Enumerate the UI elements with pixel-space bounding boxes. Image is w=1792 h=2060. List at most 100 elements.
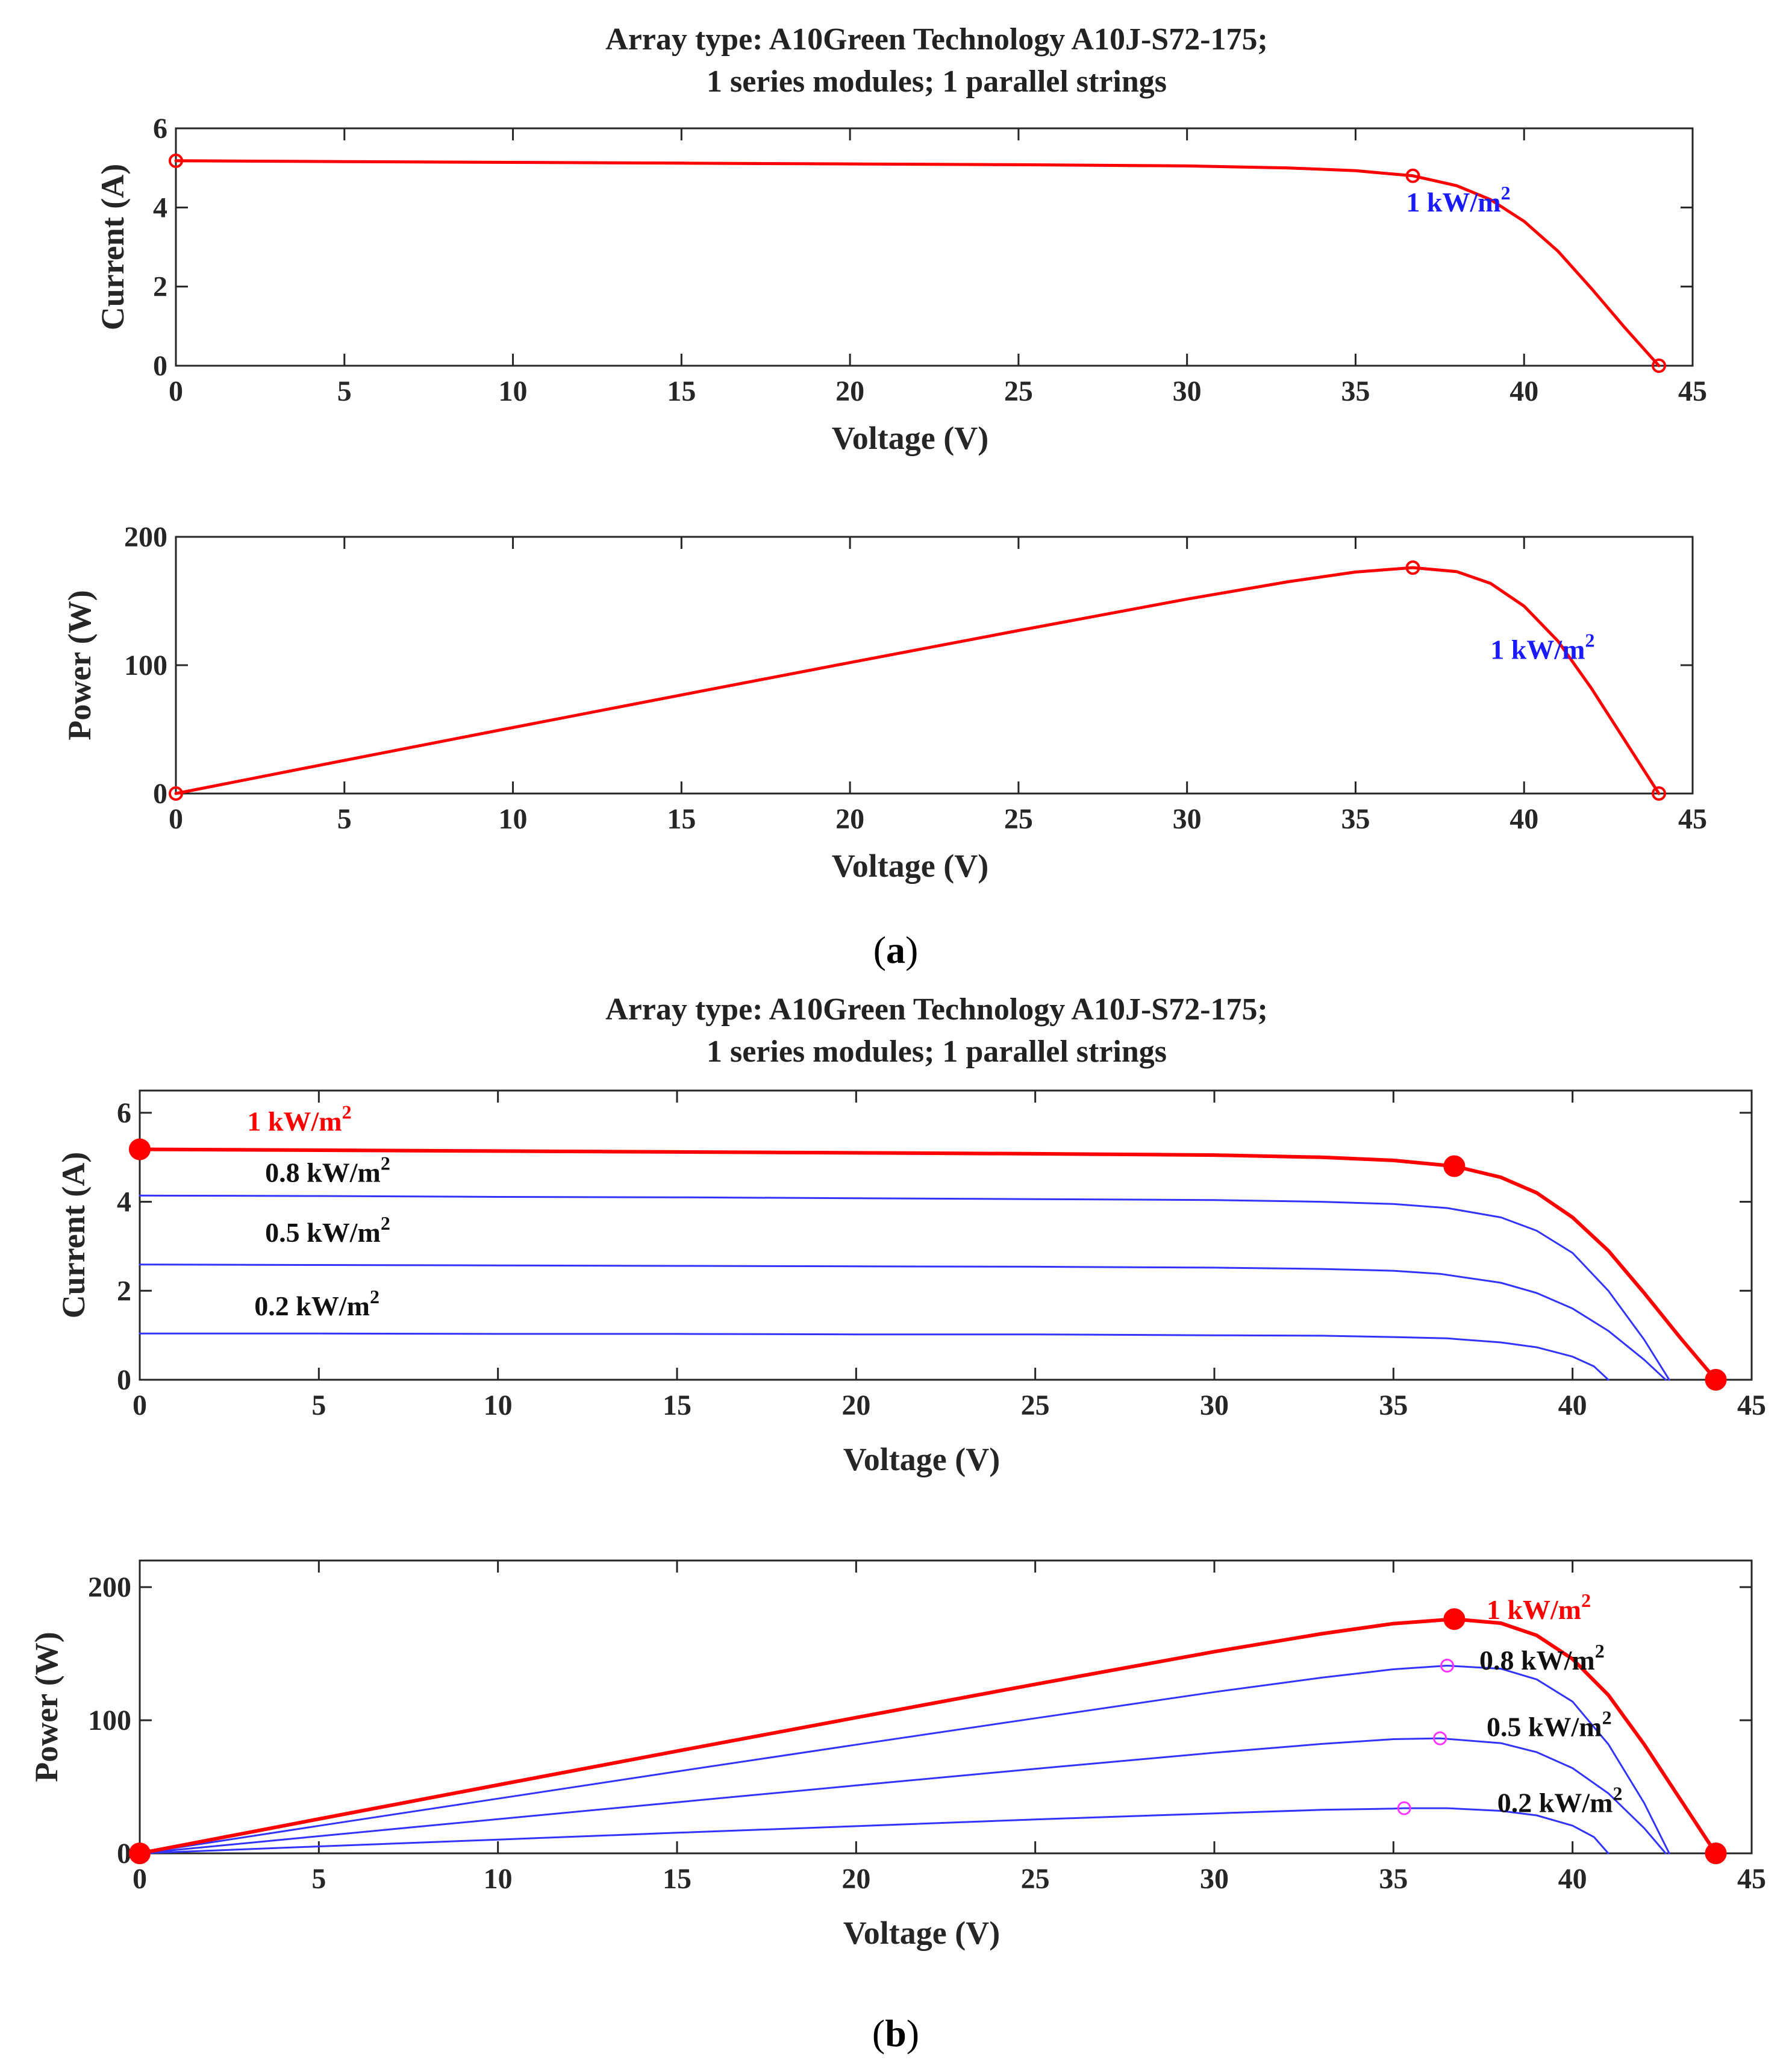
series-label-text: 1 kW/m (1406, 187, 1500, 218)
x-tick-label: 35 (1379, 1863, 1408, 1895)
x-tick-label: 30 (1173, 803, 1202, 835)
series-label-superscript: 2 (381, 1152, 390, 1174)
series-label-text: 0.5 kW/m (1487, 1712, 1602, 1742)
axes-frame (139, 1559, 1753, 1855)
x-tick-label: 15 (667, 803, 696, 835)
series-line-2 (139, 1263, 1667, 1381)
series-marker-0 (169, 153, 183, 168)
y-tick-label: 2 (117, 1275, 131, 1307)
y-axis-label: Power (W) (61, 590, 98, 740)
y-tick-label: 0 (117, 1364, 131, 1396)
panel-a-title-line-1: Array type: A10Green Technology A10J-S72… (605, 22, 1268, 57)
x-tick-label: 45 (1737, 1389, 1766, 1421)
series-line-0 (138, 1147, 1718, 1382)
y-tick-label: 4 (153, 192, 167, 224)
y-tick-label: 100 (88, 1705, 131, 1736)
series-label-text: 0.2 kW/m (254, 1291, 370, 1321)
axes-frame (175, 127, 1694, 367)
panel-b-power-axes: 0 5 10 15 20 25 30 35 40 45 0 100 200 Voltage (V) Powe… (28, 1559, 1766, 1951)
x-tick-label: 10 (484, 1863, 513, 1895)
x-tick-label: 5 (311, 1389, 326, 1421)
series-label-0: 1 kW/m2 (1490, 629, 1594, 665)
series-marker-0 (1705, 1842, 1727, 1864)
x-tick-label: 25 (1004, 375, 1033, 407)
series-marker-0 (169, 786, 183, 801)
y-tick-label: 200 (88, 1571, 131, 1603)
y-axis-label: Current (A) (55, 1152, 92, 1318)
series-label-superscript: 2 (1602, 1707, 1612, 1729)
series-label-0: 1 kW/m2 (247, 1101, 351, 1136)
series-marker-0 (129, 1138, 151, 1160)
series-label-superscript: 2 (370, 1286, 379, 1307)
x-tick-label: 5 (337, 803, 352, 835)
y-axis-label: Current (A) (95, 164, 131, 330)
series-marker-2 (1433, 1731, 1447, 1745)
x-tick-label: 30 (1173, 375, 1202, 407)
y-tick-label: 100 (124, 650, 167, 681)
x-axis-label: Voltage (V) (832, 420, 988, 456)
x-axis-label: Voltage (V) (843, 1441, 1000, 1477)
x-tick-label: 0 (133, 1863, 147, 1895)
series-label-text: 0.2 kW/m (1497, 1788, 1613, 1818)
series-marker-0 (1652, 358, 1667, 373)
series-line-1 (139, 1194, 1670, 1381)
series-label-superscript: 2 (381, 1212, 390, 1234)
x-tick-label: 5 (337, 375, 352, 407)
x-tick-label: 5 (311, 1863, 326, 1895)
series-label-1: 0.8 kW/m2 (265, 1152, 390, 1188)
x-tick-label: 15 (663, 1389, 692, 1421)
y-axis-label: Power (W) (28, 1632, 64, 1782)
panel-a-current-axes: 0 5 10 15 20 25 30 35 40 45 0 2 4 6 Voltage (V) Current… (95, 113, 1707, 456)
y-tick-label: 0 (153, 350, 167, 382)
series-label-superscript: 2 (1581, 1589, 1591, 1611)
series-marker-0 (1443, 1608, 1466, 1630)
series-line-0 (174, 566, 1661, 795)
series-marker-3 (1397, 1801, 1411, 1815)
series-label-text: 0.8 kW/m (1479, 1645, 1595, 1676)
x-tick-label: 45 (1678, 375, 1707, 407)
x-axis-label: Voltage (V) (832, 848, 988, 884)
series-label-superscript: 2 (342, 1101, 352, 1122)
x-tick-label: 20 (841, 1389, 870, 1421)
series-marker-0 (1405, 560, 1420, 575)
x-tick-label: 20 (841, 1863, 870, 1895)
panel-b-label: (b) (872, 2012, 919, 2055)
x-tick-label: 45 (1737, 1863, 1766, 1895)
series-label-text: 1 kW/m (1487, 1594, 1581, 1625)
series-label-superscript: 2 (1501, 182, 1511, 204)
panel-b-title-line-2: 1 series modules; 1 parallel strings (707, 1035, 1167, 1069)
x-tick-label: 10 (484, 1389, 513, 1421)
y-tick-label: 6 (117, 1097, 131, 1129)
x-tick-label: 0 (133, 1389, 147, 1421)
panel-a-label: (a) (873, 928, 919, 971)
series-label-0: 1 kW/m2 (1487, 1589, 1591, 1625)
series-marker-0 (1652, 786, 1667, 801)
series-marker-0 (1405, 168, 1420, 183)
x-tick-label: 15 (667, 375, 696, 407)
series-line-3 (139, 1332, 1609, 1381)
series-label-3: 0.2 kW/m2 (1497, 1783, 1623, 1818)
x-tick-label: 40 (1509, 375, 1538, 407)
panel-b-title-line-1: Array type: A10Green Technology A10J-S72… (605, 992, 1268, 1027)
series-label-3: 0.2 kW/m2 (254, 1286, 379, 1321)
x-tick-label: 30 (1200, 1389, 1229, 1421)
x-tick-label: 10 (499, 803, 528, 835)
series-line-0 (174, 159, 1661, 368)
x-tick-label: 25 (1021, 1389, 1050, 1421)
x-tick-label: 45 (1678, 803, 1707, 835)
x-tick-label: 0 (169, 803, 183, 835)
x-tick-label: 20 (835, 375, 864, 407)
series-marker-1 (1440, 1659, 1455, 1673)
x-tick-label: 40 (1558, 1863, 1587, 1895)
series-label-text: 1 kW/m (1490, 634, 1585, 665)
series-line-0 (138, 1617, 1718, 1855)
series-line-3 (139, 1807, 1609, 1855)
series-label-1: 0.8 kW/m2 (1479, 1640, 1605, 1676)
x-tick-label: 35 (1379, 1389, 1408, 1421)
y-tick-label: 6 (153, 113, 167, 145)
series-label-superscript: 2 (1595, 1640, 1605, 1662)
series-marker-0 (1443, 1155, 1466, 1177)
x-tick-label: 15 (663, 1863, 692, 1895)
x-tick-label: 35 (1341, 803, 1370, 835)
